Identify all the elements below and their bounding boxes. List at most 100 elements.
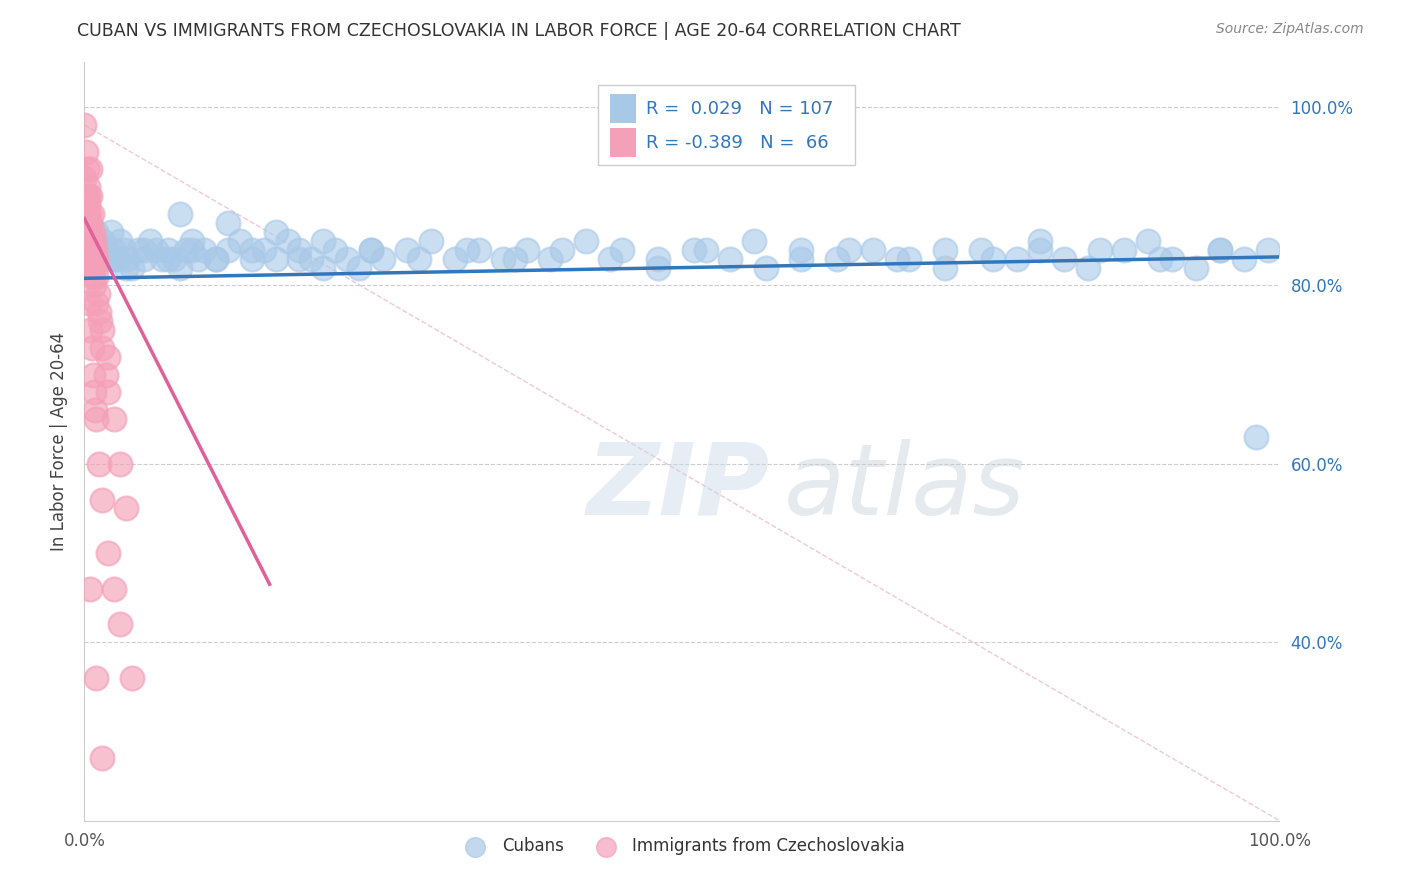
Point [80, 260, 103, 275]
Point [75, 234, 97, 248]
Y-axis label: In Labor Force | Age 20-64: In Labor Force | Age 20-64 [49, 332, 67, 551]
Point [76, 189, 98, 203]
Point [79, 582, 101, 596]
Point [790, 243, 813, 257]
Point [695, 243, 717, 257]
Point [75, 145, 97, 159]
Point [84, 260, 107, 275]
Point [838, 243, 860, 257]
Point [145, 243, 167, 257]
Point [1053, 252, 1076, 266]
Point [77, 216, 100, 230]
Point [103, 243, 125, 257]
Point [77, 296, 100, 310]
Point [75, 216, 97, 230]
Point [76, 225, 98, 239]
Point [288, 252, 311, 266]
Point [86, 287, 108, 301]
Point [360, 243, 382, 257]
Point [86, 225, 108, 239]
Point [73, 243, 96, 257]
Legend: Cubans, Immigrants from Czechoslovakia: Cubans, Immigrants from Czechoslovakia [453, 830, 911, 862]
Point [336, 252, 359, 266]
Text: atlas: atlas [783, 439, 1025, 535]
Point [77, 252, 100, 266]
Point [217, 216, 239, 230]
Point [91, 243, 114, 257]
Point [91, 323, 114, 337]
Point [82, 225, 104, 239]
Point [77, 189, 100, 203]
Point [84, 243, 107, 257]
Point [79, 323, 101, 337]
Point [86, 412, 108, 426]
Point [82, 269, 104, 284]
Point [80, 207, 103, 221]
Point [373, 252, 395, 266]
FancyBboxPatch shape [599, 85, 855, 165]
Point [217, 243, 239, 257]
Bar [610, 95, 637, 123]
Point [1257, 243, 1279, 257]
Point [360, 243, 382, 257]
Point [83, 234, 105, 248]
Point [87, 457, 110, 471]
Point [1090, 243, 1112, 257]
Point [77, 243, 100, 257]
Point [456, 243, 478, 257]
Point [110, 457, 132, 471]
Point [90, 252, 112, 266]
Point [169, 207, 191, 221]
Point [103, 412, 125, 426]
Point [970, 243, 993, 257]
Point [115, 260, 138, 275]
Point [742, 234, 765, 248]
Point [94, 368, 117, 382]
Point [76, 207, 98, 221]
Point [80, 234, 103, 248]
Point [94, 243, 117, 257]
Point [1161, 252, 1184, 266]
Point [312, 260, 335, 275]
Point [1005, 252, 1028, 266]
Point [103, 252, 125, 266]
Point [139, 234, 162, 248]
Point [79, 189, 101, 203]
Point [981, 252, 1004, 266]
Point [112, 243, 135, 257]
Point [1137, 234, 1160, 248]
Point [83, 252, 105, 266]
Point [117, 252, 139, 266]
Point [349, 260, 371, 275]
Point [115, 501, 138, 516]
Point [169, 260, 191, 275]
Point [1244, 430, 1267, 444]
Point [205, 252, 228, 266]
Point [75, 225, 97, 239]
Point [240, 243, 263, 257]
Bar [610, 128, 637, 157]
Point [79, 162, 101, 177]
Point [551, 243, 574, 257]
Point [77, 180, 100, 194]
Point [79, 252, 101, 266]
Point [647, 252, 669, 266]
Point [193, 243, 215, 257]
Point [79, 243, 101, 257]
Point [110, 617, 132, 632]
Point [827, 252, 849, 266]
Point [1209, 243, 1232, 257]
Point [396, 243, 419, 257]
Point [229, 234, 252, 248]
Point [181, 234, 204, 248]
Point [503, 252, 526, 266]
Point [277, 234, 299, 248]
Point [82, 243, 104, 257]
Point [73, 171, 96, 186]
Point [87, 243, 110, 257]
Point [73, 207, 96, 221]
Point [76, 198, 98, 212]
Point [110, 234, 132, 248]
Point [132, 243, 156, 257]
Point [157, 243, 180, 257]
